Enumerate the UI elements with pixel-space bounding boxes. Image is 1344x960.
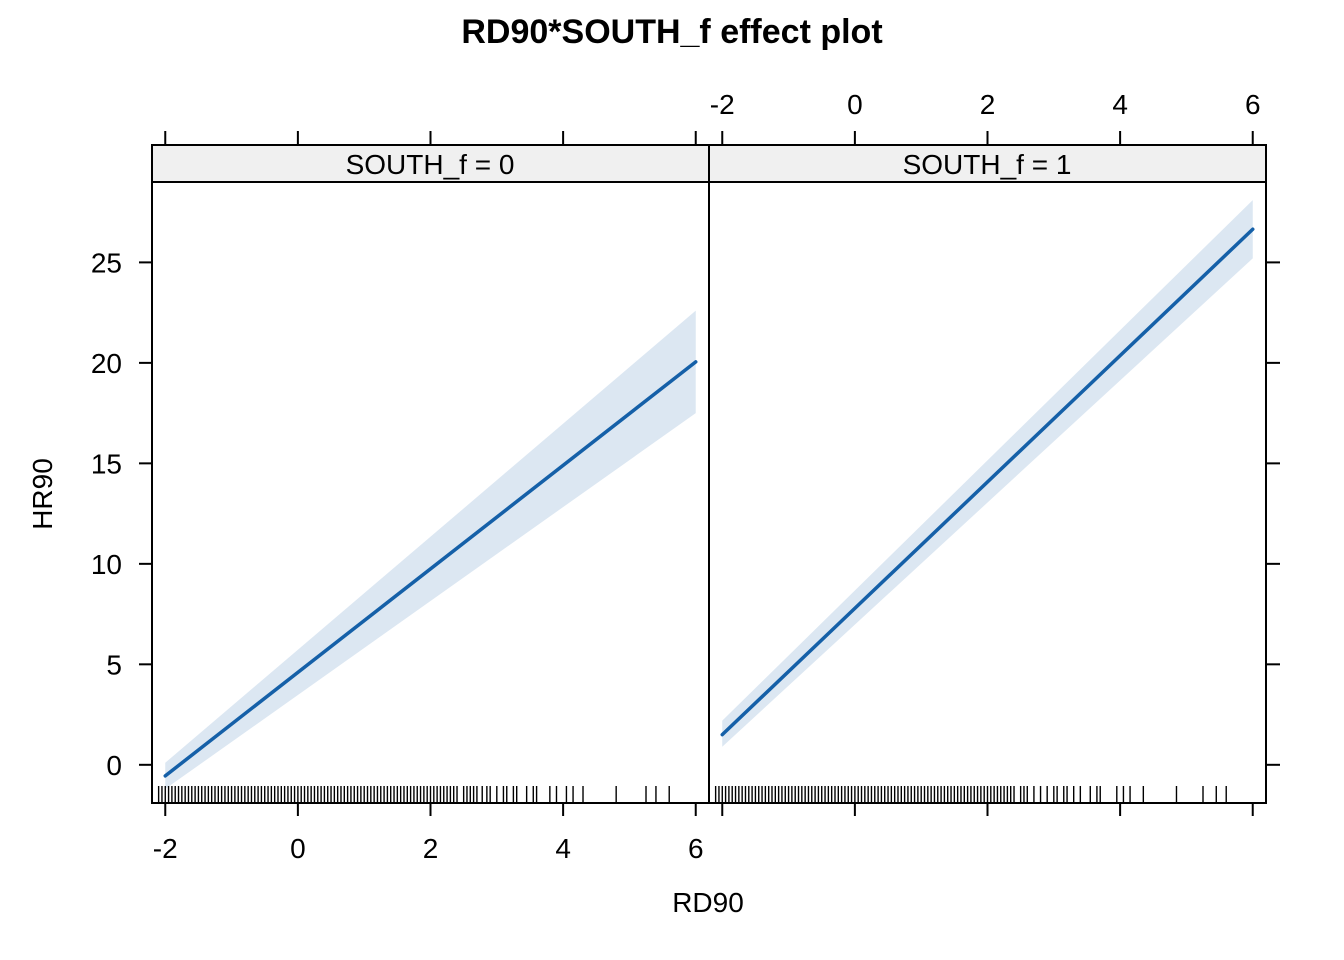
y-tick-label: 25 bbox=[91, 247, 122, 278]
panel-left-band-layer bbox=[165, 310, 696, 789]
x-tick-label: -2 bbox=[153, 833, 178, 864]
panel-left-line-layer bbox=[163, 360, 698, 778]
panel-right-band-layer bbox=[722, 200, 1253, 747]
x-tick-label: 2 bbox=[980, 89, 996, 120]
panel-right-rug-layer bbox=[714, 786, 1227, 803]
y-tick-label: 0 bbox=[106, 750, 122, 781]
x-axis-label: RD90 bbox=[672, 887, 744, 918]
y-axis-label: HR90 bbox=[27, 458, 58, 530]
panel-left-strip-label: SOUTH_f = 0 bbox=[346, 149, 515, 180]
y-tick-label: 15 bbox=[91, 448, 122, 479]
x-tick-label: 6 bbox=[1245, 89, 1261, 120]
x-tick-label: 0 bbox=[847, 89, 863, 120]
panel-right-line-layer bbox=[720, 227, 1255, 737]
panel-left-confidence-band bbox=[165, 310, 696, 789]
panel-left: SOUTH_f = 0 bbox=[151, 144, 710, 804]
y-tick-label: 5 bbox=[106, 649, 122, 680]
chart-title: RD90*SOUTH_f effect plot bbox=[461, 13, 882, 51]
x-tick-label: 4 bbox=[1112, 89, 1128, 120]
x-tick-label: 6 bbox=[688, 833, 704, 864]
y-tick-label: 20 bbox=[91, 348, 122, 379]
panel-right-strip-label: SOUTH_f = 1 bbox=[903, 149, 1072, 180]
axes: -2 -2 0 0 2 2 4 4 6 6 0 5 10 15 20 25 bbox=[91, 89, 1280, 864]
x-tick-label: 2 bbox=[423, 833, 439, 864]
panel-right-confidence-band bbox=[722, 200, 1253, 747]
x-tick-label: -2 bbox=[710, 89, 735, 120]
panel-right-fit-line bbox=[720, 227, 1255, 737]
panel-left-fit-line bbox=[163, 360, 698, 778]
y-tick-label: 10 bbox=[91, 549, 122, 580]
panel-right: SOUTH_f = 1 bbox=[708, 144, 1267, 804]
panel-left-rug-layer bbox=[157, 786, 670, 803]
panel-right-strip bbox=[708, 144, 1267, 183]
x-tick-label: 4 bbox=[555, 833, 571, 864]
x-tick-label: 0 bbox=[290, 833, 306, 864]
